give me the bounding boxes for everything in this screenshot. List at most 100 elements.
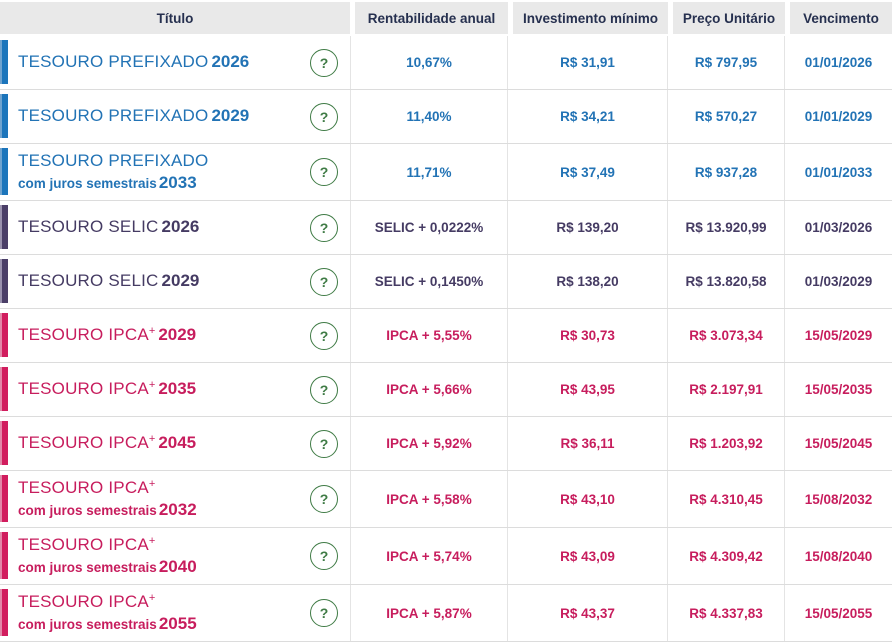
table-row[interactable]: TESOURO PREFIXADO 2026 ? 10,67% R$ 31,91 … bbox=[0, 36, 892, 90]
column-header-preco-unitario: Preço Unitário bbox=[673, 2, 785, 34]
preco-unitario-value: R$ 3.073,34 bbox=[668, 309, 785, 362]
bond-name: TESOURO IPCA bbox=[18, 433, 149, 453]
question-mark-circle-icon[interactable]: ? bbox=[310, 542, 338, 570]
preco-unitario-value: R$ 4.310,45 bbox=[668, 471, 785, 527]
bond-title-line1: TESOURO PREFIXADO bbox=[18, 151, 310, 172]
bond-name: TESOURO IPCA bbox=[18, 592, 149, 612]
rentabilidade-anual-value: IPCA + 5,92% bbox=[351, 417, 508, 470]
table-row[interactable]: TESOURO IPCA+ 2029 ? IPCA + 5,55% R$ 30,7… bbox=[0, 309, 892, 363]
rentabilidade-anual-value: 11,40% bbox=[351, 90, 508, 143]
bond-subtitle: com juros semestrais bbox=[18, 559, 157, 575]
bond-title-line1: TESOURO SELIC 2029 bbox=[18, 271, 310, 292]
bond-name-superscript: + bbox=[148, 433, 156, 446]
bond-title: TESOURO IPCA+ com juros semestrais 2040 bbox=[18, 535, 310, 577]
investimento-minimo-value: R$ 36,11 bbox=[508, 417, 668, 470]
rentabilidade-anual-value: 11,71% bbox=[351, 144, 508, 200]
column-header-rentabilidade-anual: Rentabilidade anual bbox=[355, 2, 508, 34]
row-accent-bar bbox=[0, 148, 8, 195]
bond-name-superscript: + bbox=[148, 535, 156, 548]
title-cell: TESOURO SELIC 2026 ? bbox=[0, 201, 351, 254]
table-row[interactable]: TESOURO SELIC 2029 ? SELIC + 0,1450% R$ 1… bbox=[0, 255, 892, 309]
investimento-minimo-value: R$ 43,37 bbox=[508, 585, 668, 641]
table-row[interactable]: TESOURO IPCA+ 2045 ? IPCA + 5,92% R$ 36,1… bbox=[0, 417, 892, 471]
question-mark-circle-icon[interactable]: ? bbox=[310, 375, 338, 404]
bond-title-line1: TESOURO IPCA+ bbox=[18, 535, 310, 556]
rentabilidade-anual-value: SELIC + 0,1450% bbox=[351, 255, 508, 308]
row-accent-bar bbox=[0, 313, 8, 357]
column-header-titulo: Título bbox=[0, 2, 350, 34]
investimento-minimo-value: R$ 31,91 bbox=[508, 36, 668, 89]
rentabilidade-anual-value: SELIC + 0,0222% bbox=[351, 201, 508, 254]
bond-title-line2: com juros semestrais 2033 bbox=[18, 173, 310, 193]
vencimento-value: 01/01/2033 bbox=[804, 164, 873, 180]
question-mark-circle-icon[interactable]: ? bbox=[310, 267, 338, 296]
bond-name: TESOURO SELIC bbox=[18, 271, 159, 291]
rentabilidade-anual-value: IPCA + 5,58% bbox=[351, 471, 508, 527]
row-accent-bar bbox=[0, 94, 8, 138]
preco-unitario-value: R$ 2.197,91 bbox=[668, 363, 785, 416]
bond-year: 2029 bbox=[211, 106, 250, 126]
title-cell: TESOURO IPCA+ com juros semestrais 2032 ? bbox=[0, 471, 351, 527]
table-row[interactable]: TESOURO PREFIXADO com juros semestrais 20… bbox=[0, 144, 892, 201]
bond-title-line1: TESOURO PREFIXADO 2029 bbox=[18, 106, 310, 127]
question-mark-circle-icon[interactable]: ? bbox=[310, 429, 338, 458]
title-cell: TESOURO SELIC 2029 ? bbox=[0, 255, 351, 308]
row-accent-bar bbox=[0, 589, 8, 636]
bond-title: TESOURO PREFIXADO 2029 bbox=[18, 106, 310, 127]
bond-title: TESOURO IPCA+ 2045 bbox=[18, 433, 310, 454]
bond-title: TESOURO IPCA+ 2029 bbox=[18, 325, 310, 346]
question-mark-circle-icon[interactable]: ? bbox=[310, 158, 338, 186]
row-accent-bar bbox=[0, 40, 8, 84]
rentabilidade-anual-value: IPCA + 5,55% bbox=[351, 309, 508, 362]
vencimento-value: 15/05/2055 bbox=[804, 605, 873, 621]
rentabilidade-anual-value: IPCA + 5,74% bbox=[351, 528, 508, 584]
row-accent-bar bbox=[0, 421, 8, 465]
vencimento-value: 15/05/2029 bbox=[804, 328, 873, 343]
rentabilidade-anual-value: IPCA + 5,87% bbox=[351, 585, 508, 641]
question-mark-circle-icon[interactable]: ? bbox=[310, 102, 338, 131]
bond-year: 2033 bbox=[158, 172, 197, 192]
preco-unitario-value: R$ 13.820,58 bbox=[668, 255, 785, 308]
investimento-minimo-value: R$ 138,20 bbox=[508, 255, 668, 308]
bond-title-line2: com juros semestrais 2040 bbox=[18, 557, 310, 577]
title-cell: TESOURO IPCA+ com juros semestrais 2055 ? bbox=[0, 585, 351, 641]
question-mark-circle-icon[interactable]: ? bbox=[310, 48, 338, 77]
table-row[interactable]: TESOURO IPCA+ com juros semestrais 2032 ?… bbox=[0, 471, 892, 528]
question-mark-circle-icon[interactable]: ? bbox=[310, 599, 338, 627]
preco-unitario-value: R$ 937,28 bbox=[668, 144, 785, 200]
investimento-minimo-value: R$ 43,09 bbox=[508, 528, 668, 584]
question-mark-circle-icon[interactable]: ? bbox=[310, 321, 338, 350]
bond-year: 2032 bbox=[158, 499, 197, 519]
table-row[interactable]: TESOURO IPCA+ com juros semestrais 2055 ?… bbox=[0, 585, 892, 642]
bond-title: TESOURO PREFIXADO com juros semestrais 20… bbox=[18, 151, 310, 193]
bond-name: TESOURO PREFIXADO bbox=[18, 106, 209, 126]
question-mark-circle-icon[interactable]: ? bbox=[310, 213, 338, 242]
bond-name: TESOURO IPCA bbox=[18, 535, 149, 555]
row-accent-bar bbox=[0, 259, 8, 303]
table-row[interactable]: TESOURO SELIC 2026 ? SELIC + 0,0222% R$ 1… bbox=[0, 201, 892, 255]
bond-name-superscript: + bbox=[148, 379, 156, 392]
bond-title: TESOURO SELIC 2029 bbox=[18, 271, 310, 292]
table-row[interactable]: TESOURO IPCA+ com juros semestrais 2040 ?… bbox=[0, 528, 892, 585]
investimento-minimo-value: R$ 139,20 bbox=[508, 201, 668, 254]
vencimento-value: 01/03/2026 bbox=[804, 220, 873, 235]
investimento-minimo-value: R$ 30,73 bbox=[508, 309, 668, 362]
investimento-minimo-value: R$ 37,49 bbox=[508, 144, 668, 200]
vencimento-value: 01/01/2029 bbox=[804, 109, 873, 124]
table-row[interactable]: TESOURO IPCA+ 2035 ? IPCA + 5,66% R$ 43,9… bbox=[0, 363, 892, 417]
investimento-minimo-value: R$ 34,21 bbox=[508, 90, 668, 143]
table-row[interactable]: TESOURO PREFIXADO 2029 ? 11,40% R$ 34,21 … bbox=[0, 90, 892, 144]
bond-name: TESOURO PREFIXADO bbox=[18, 52, 209, 72]
rentabilidade-anual-value: 10,67% bbox=[351, 36, 508, 89]
title-cell: TESOURO PREFIXADO 2029 ? bbox=[0, 90, 351, 143]
bond-title-line1: TESOURO SELIC 2026 bbox=[18, 217, 310, 238]
vencimento-value: 01/01/2026 bbox=[804, 55, 873, 70]
bond-title: TESOURO SELIC 2026 bbox=[18, 217, 310, 238]
title-cell: TESOURO IPCA+ 2045 ? bbox=[0, 417, 351, 470]
bond-name-superscript: + bbox=[148, 478, 156, 491]
bond-subtitle: com juros semestrais bbox=[18, 616, 157, 632]
bond-name: TESOURO IPCA bbox=[18, 379, 149, 399]
question-mark-circle-icon[interactable]: ? bbox=[310, 485, 338, 513]
bond-year: 2026 bbox=[211, 52, 250, 72]
preco-unitario-value: R$ 13.920,99 bbox=[668, 201, 785, 254]
